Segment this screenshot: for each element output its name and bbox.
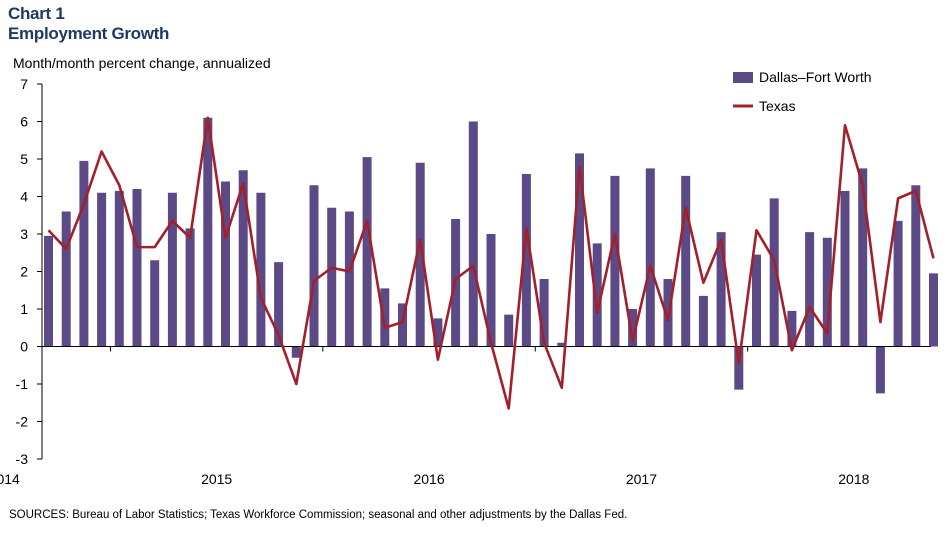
- y-tick-label: 6: [20, 114, 28, 130]
- bar-dfw: [752, 254, 761, 347]
- bar-dfw: [238, 170, 248, 347]
- bar-dfw: [504, 314, 514, 347]
- chart-title: Employment Growth: [8, 24, 170, 43]
- y-tick-labels: -3 -2 -1 0 1 2 3 4 5 6 7: [16, 76, 29, 467]
- y-tick-label: 4: [20, 189, 28, 205]
- bar-dfw: [840, 190, 850, 347]
- chart-number: Chart 1: [8, 4, 65, 23]
- bar-dfw: [681, 175, 691, 347]
- y-tick-label: 0: [20, 339, 28, 355]
- bar-dfw: [486, 234, 496, 347]
- bar-dfw: [929, 273, 938, 347]
- y-tick-label: -3: [16, 451, 29, 467]
- bar-dfw: [592, 243, 602, 347]
- bar-dfw: [79, 160, 89, 347]
- bar-series-dfw: [44, 117, 938, 394]
- bar-dfw: [344, 211, 354, 347]
- bar-dfw: [468, 121, 478, 347]
- bar-dfw: [698, 295, 708, 347]
- line-series-texas: [47, 116, 935, 410]
- source-note: SOURCES: Bureau of Labor Statistics; Tex…: [9, 509, 628, 521]
- bar-dfw: [557, 342, 567, 347]
- bar-dfw: [787, 310, 797, 347]
- bar-dfw: [274, 262, 284, 347]
- axes: [37, 83, 931, 460]
- x-year-labels: 2014 2015 2016 2017 2018: [0, 471, 870, 487]
- x-year-label: 2017: [626, 471, 657, 487]
- y-tick-label: -2: [16, 414, 29, 430]
- bar-dfw: [575, 153, 584, 347]
- bar-dfw: [769, 198, 779, 347]
- bar-dfw: [114, 190, 124, 347]
- y-tick-label: 1: [20, 301, 28, 317]
- legend-label-dfw: Dallas–Fort Worth: [759, 69, 872, 85]
- bar-dfw: [291, 346, 301, 358]
- x-year-label: 2016: [413, 471, 444, 487]
- bar-dfw: [44, 235, 53, 347]
- bar-dfw: [415, 162, 425, 347]
- bar-dfw: [327, 207, 337, 347]
- y-tick-label: 2: [20, 264, 28, 280]
- line-texas: [47, 116, 935, 410]
- bar-dfw: [645, 168, 655, 347]
- bar-dfw: [150, 260, 160, 347]
- bar-dfw: [362, 157, 372, 347]
- bar-dfw: [132, 189, 142, 347]
- bar-dfw: [256, 192, 266, 347]
- y-tick-label: -1: [16, 376, 29, 392]
- x-year-label: 2015: [201, 471, 232, 487]
- y-tick-label: 7: [20, 76, 28, 92]
- bar-dfw: [858, 168, 868, 347]
- bar-dfw: [734, 346, 744, 390]
- y-tick-label: 5: [20, 151, 28, 167]
- bar-dfw: [185, 228, 195, 347]
- legend-swatch-dfw: [733, 72, 753, 83]
- bar-dfw: [893, 220, 903, 347]
- bar-dfw: [875, 346, 885, 394]
- bar-dfw: [521, 174, 531, 347]
- bar-dfw: [610, 175, 620, 347]
- bar-dfw: [716, 232, 726, 347]
- x-year-label: 2018: [838, 471, 869, 487]
- bar-dfw: [309, 185, 319, 347]
- x-year-label: 2014: [0, 471, 20, 487]
- bar-dfw: [539, 279, 549, 347]
- bar-dfw: [433, 318, 443, 347]
- legend-label-texas: Texas: [759, 98, 796, 114]
- legend: Dallas–Fort Worth Texas: [733, 69, 872, 114]
- bar-dfw: [97, 192, 107, 347]
- bar-dfw: [628, 309, 638, 347]
- bar-dfw: [398, 303, 407, 347]
- bar-dfw: [911, 185, 921, 347]
- bar-dfw: [822, 237, 832, 347]
- y-tick-label: 3: [20, 226, 28, 242]
- bar-dfw: [167, 192, 177, 347]
- y-axis-label: Month/month percent change, annualized: [13, 55, 271, 71]
- bar-dfw: [805, 232, 815, 347]
- bar-dfw: [203, 117, 213, 347]
- bar-dfw: [61, 211, 71, 347]
- bar-dfw: [221, 181, 230, 347]
- bar-dfw: [380, 288, 390, 347]
